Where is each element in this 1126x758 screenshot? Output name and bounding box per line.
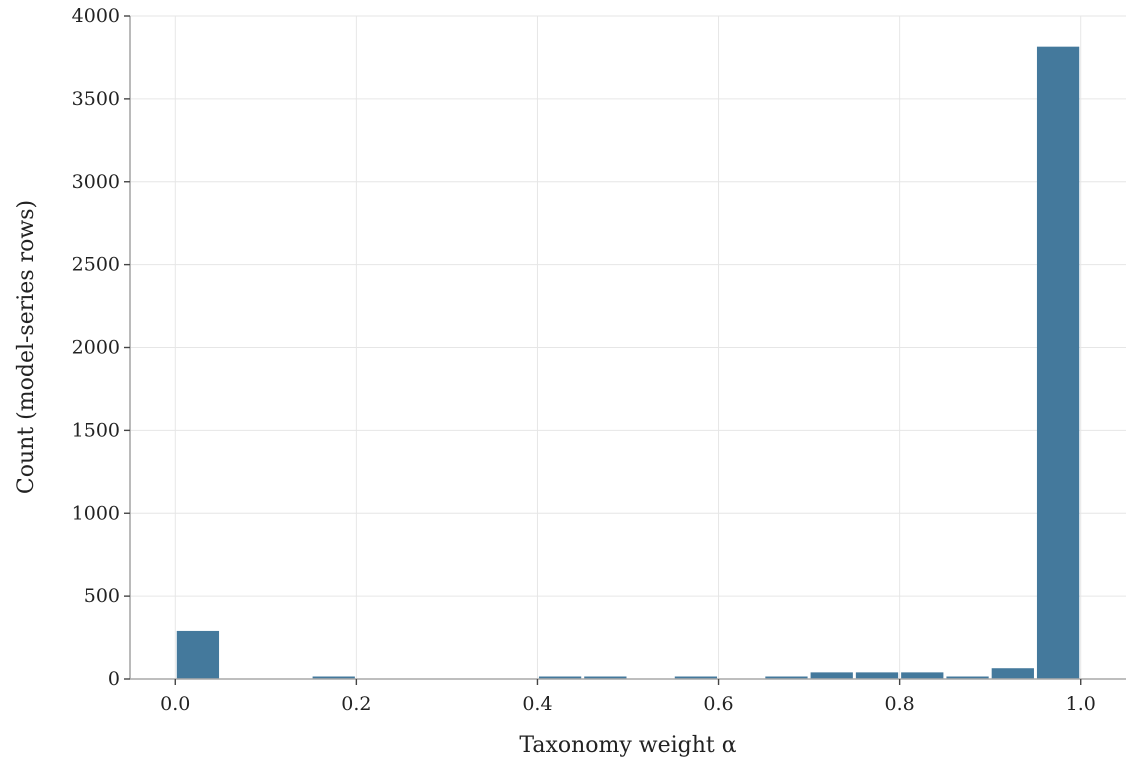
histogram-bar	[584, 676, 627, 679]
y-ticks: 0 500 1000 1500 2000 2500 3000 3500 4000	[72, 5, 130, 690]
y-tick-label: 4000	[72, 5, 120, 27]
histogram-bar	[176, 630, 220, 679]
histogram-bar	[312, 676, 355, 679]
x-axis-title: Taxonomy weight α	[519, 733, 736, 758]
grid-lines	[130, 15, 1126, 680]
histogram-bar	[901, 672, 944, 679]
y-tick-label: 3000	[72, 171, 120, 193]
histogram-bar	[1036, 46, 1080, 679]
x-tick-label: 0.8	[885, 693, 915, 715]
histogram-bar	[946, 676, 989, 679]
x-tick-label: 1.0	[1066, 693, 1096, 715]
x-ticks: 0.0 0.2 0.4 0.6 0.8 1.0	[160, 679, 1096, 715]
histogram-bar	[765, 676, 808, 679]
histogram-bar	[538, 676, 582, 679]
y-tick-label: 2500	[72, 254, 120, 276]
y-tick-label: 500	[84, 585, 120, 607]
x-tick-label: 0.4	[522, 693, 552, 715]
histogram-bar	[991, 668, 1034, 679]
histogram-bar	[855, 672, 899, 679]
histogram-bar	[810, 672, 853, 679]
y-tick-label: 0	[108, 668, 120, 690]
x-tick-label: 0.0	[160, 693, 190, 715]
histogram-bar	[674, 676, 718, 679]
histogram-bars	[176, 46, 1080, 679]
y-axis-title: Count (model-series rows)	[14, 200, 39, 494]
y-tick-label: 1000	[72, 502, 120, 524]
x-tick-label: 0.2	[341, 693, 371, 715]
x-tick-label: 0.6	[703, 693, 733, 715]
y-tick-label: 2000	[72, 337, 120, 359]
y-tick-label: 1500	[72, 419, 120, 441]
y-tick-label: 3500	[72, 88, 120, 110]
